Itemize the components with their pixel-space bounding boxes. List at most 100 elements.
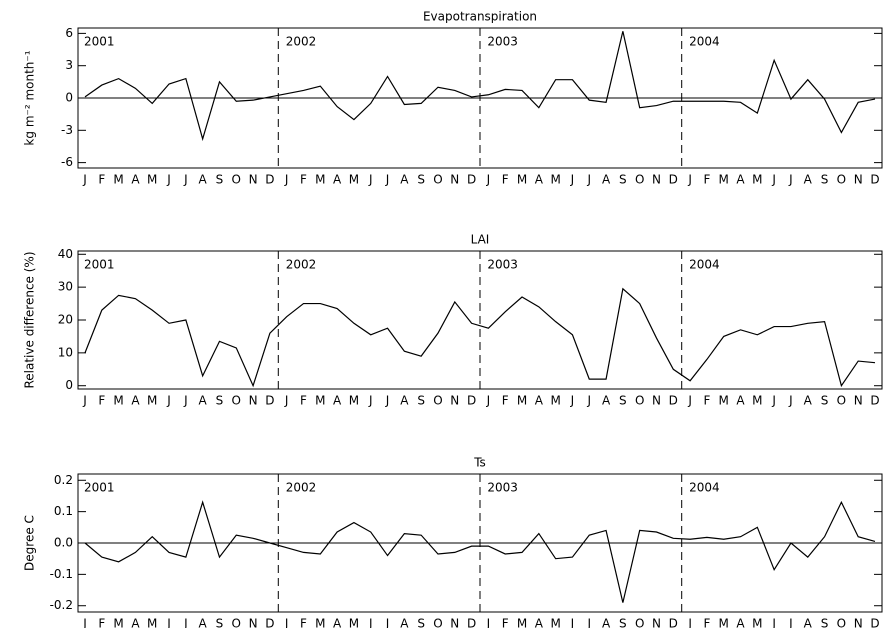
x-tick-label: S	[619, 394, 627, 408]
year-label: 2001	[84, 481, 115, 495]
x-tick-label: M	[517, 173, 527, 187]
x-tick-label: N	[450, 173, 459, 187]
x-tick-label: M	[517, 394, 527, 408]
x-tick-label: A	[804, 617, 813, 628]
x-tick-label: A	[199, 394, 208, 408]
x-tick-label: J	[183, 394, 188, 408]
x-tick-label: M	[315, 394, 325, 408]
y-tick-label: 0	[65, 91, 73, 105]
x-tick-label: D	[669, 394, 678, 408]
x-tick-label: J	[771, 394, 776, 408]
year-label: 2004	[689, 35, 720, 49]
x-tick-label: J	[368, 394, 373, 408]
x-tick-label: A	[602, 394, 611, 408]
x-tick-label: J	[570, 394, 575, 408]
x-tick-label: J	[385, 394, 390, 408]
x-tick-label: S	[417, 394, 425, 408]
x-tick-label: J	[586, 173, 591, 187]
x-tick-label: A	[400, 617, 409, 628]
x-tick-label: N	[450, 394, 459, 408]
x-tick-label: S	[216, 394, 224, 408]
y-tick-label: -6	[61, 155, 73, 169]
x-tick-label: J	[82, 394, 87, 408]
data-line	[84, 287, 876, 388]
x-tick-label: A	[400, 394, 409, 408]
x-tick-label: N	[450, 617, 459, 628]
x-tick-label: F	[703, 173, 710, 187]
x-tick-label: F	[703, 617, 710, 628]
year-label: 2003	[487, 258, 518, 272]
y-tick-label: 3	[65, 58, 73, 72]
x-tick-label: S	[216, 173, 224, 187]
x-tick-label: M	[147, 394, 157, 408]
x-tick-label: N	[854, 617, 863, 628]
x-tick-label: A	[333, 394, 342, 408]
y-tick-label: -3	[61, 123, 73, 137]
x-tick-label: A	[333, 173, 342, 187]
data-line	[84, 500, 876, 603]
chart-title: Ts	[473, 456, 486, 470]
x-tick-label: M	[113, 394, 123, 408]
x-tick-label: J	[486, 394, 491, 408]
chart-title: Evapotranspiration	[423, 10, 537, 24]
y-tick-label: 0.0	[54, 536, 73, 550]
x-tick-label: J	[166, 617, 171, 628]
x-tick-label: F	[98, 173, 105, 187]
x-tick-label: A	[199, 173, 208, 187]
y-tick-label: 0	[65, 378, 73, 392]
x-tick-label: D	[467, 173, 476, 187]
x-tick-label: D	[265, 617, 274, 628]
x-tick-label: M	[113, 173, 123, 187]
x-tick-label: A	[736, 394, 745, 408]
x-tick-label: F	[300, 617, 307, 628]
x-tick-label: N	[249, 173, 258, 187]
x-tick-label: M	[550, 617, 560, 628]
x-tick-label: S	[619, 173, 627, 187]
x-tick-label: S	[417, 173, 425, 187]
x-tick-label: M	[517, 617, 527, 628]
x-tick-label: J	[368, 173, 373, 187]
year-label: 2004	[689, 258, 720, 272]
x-tick-label: J	[771, 617, 776, 628]
x-tick-label: F	[98, 394, 105, 408]
x-tick-label: J	[788, 173, 793, 187]
x-tick-label: A	[333, 617, 342, 628]
x-tick-label: A	[804, 394, 813, 408]
x-tick-label: A	[199, 617, 208, 628]
x-tick-label: S	[821, 173, 829, 187]
x-tick-label: S	[619, 617, 627, 628]
x-tick-label: A	[602, 617, 611, 628]
x-tick-label: J	[284, 173, 289, 187]
y-tick-label: -0.1	[50, 567, 73, 581]
x-tick-label: A	[736, 173, 745, 187]
y-axis-label: Degree C	[23, 515, 37, 571]
year-label: 2002	[286, 35, 317, 49]
x-tick-label: O	[433, 173, 442, 187]
x-tick-label: F	[703, 394, 710, 408]
x-tick-label: N	[249, 617, 258, 628]
year-label: 2002	[286, 258, 317, 272]
x-tick-label: O	[232, 617, 241, 628]
x-tick-label: A	[535, 617, 544, 628]
x-tick-label: J	[486, 173, 491, 187]
x-tick-label: J	[570, 173, 575, 187]
x-tick-label: F	[98, 617, 105, 628]
x-tick-label: A	[535, 394, 544, 408]
x-tick-label: M	[719, 173, 729, 187]
x-tick-label: O	[433, 617, 442, 628]
x-tick-label: A	[400, 173, 409, 187]
data-line	[84, 31, 876, 142]
x-tick-label: F	[300, 394, 307, 408]
x-tick-label: M	[147, 173, 157, 187]
x-tick-label: N	[249, 394, 258, 408]
x-tick-label: J	[166, 173, 171, 187]
x-tick-label: S	[417, 617, 425, 628]
x-tick-label: A	[804, 173, 813, 187]
x-tick-label: O	[433, 394, 442, 408]
x-tick-label: N	[652, 173, 661, 187]
x-tick-label: M	[315, 173, 325, 187]
x-tick-label: N	[652, 617, 661, 628]
year-label: 2001	[84, 258, 115, 272]
x-tick-label: D	[467, 617, 476, 628]
